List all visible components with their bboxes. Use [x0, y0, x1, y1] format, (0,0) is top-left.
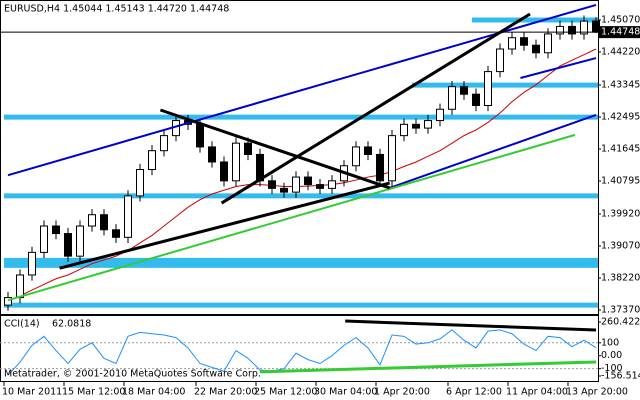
candle-body [532, 44, 540, 54]
indicator-trendline [259, 360, 597, 374]
x-tick-label: 13 Apr 20:00 [566, 387, 628, 398]
x-tick-label: 22 Mar 20:00 [194, 387, 257, 398]
x-tick-label: 11 Apr 04:00 [506, 387, 568, 398]
candle-body [352, 146, 360, 167]
last-price-box [599, 26, 640, 39]
candle-body [304, 176, 312, 186]
candle-body [124, 195, 132, 238]
candle-body [544, 33, 552, 54]
candle-body [436, 108, 444, 122]
candle-body [220, 161, 228, 182]
trendline [220, 12, 531, 205]
candle-body [16, 274, 24, 299]
y-tick-label: 1.44220 [601, 47, 640, 58]
candle-body [28, 251, 36, 276]
trendline [59, 181, 390, 270]
candle-body [280, 187, 288, 193]
last-price-label: 1.44748 [601, 27, 640, 38]
candle-body [268, 180, 276, 189]
x-tick-label: 25 Mar 12:00 [254, 387, 317, 398]
indicator-trendline [345, 319, 597, 332]
candle-body [496, 48, 504, 73]
candle-body [460, 86, 468, 95]
candle-body [448, 86, 456, 110]
candle-body [556, 25, 564, 35]
y-tick-label: 260.4226 [601, 317, 640, 328]
x-tick-label: 18 Mar 04:00 [122, 387, 185, 398]
main-panel [0, 0, 599, 315]
candle-body [328, 180, 336, 189]
y-tick-label: 1.39070 [601, 240, 640, 251]
x-tick-label: 1 Apr 20:00 [374, 387, 430, 398]
x-tick-label: 30 Mar 04:00 [314, 387, 377, 398]
candle-body [376, 153, 384, 182]
candle-body [52, 225, 60, 235]
candle-body [88, 214, 96, 227]
indicator-name: CCI(14) [4, 319, 40, 330]
copyright: Metatrader, © 2001-2010 MetaQuotes Softw… [4, 369, 261, 380]
candle-body [64, 233, 72, 257]
y-tick-label: 1.38220 [601, 272, 640, 283]
candle-body [232, 142, 240, 182]
indicator-value: 62.0818 [52, 319, 91, 330]
candle-body [148, 150, 156, 171]
candle-body [580, 20, 588, 35]
candle-body [520, 37, 528, 46]
y-tick-label: 100 [601, 337, 619, 348]
candle-body [208, 146, 216, 163]
candle-body [412, 123, 420, 129]
candle-body [76, 225, 84, 257]
candle-body [196, 123, 204, 148]
indicator-line [7, 329, 597, 376]
candle-body [160, 135, 168, 152]
candle-body [100, 214, 108, 231]
trendline [7, 133, 576, 302]
candle-body [4, 297, 12, 306]
y-tick-label: 1.43345 [601, 79, 640, 90]
trendline [159, 108, 391, 190]
x-tick-label: 6 Apr 12:00 [446, 387, 502, 398]
y-tick-label: 1.40795 [601, 176, 640, 187]
x-tick-label: 15 Mar 12:00 [62, 387, 125, 398]
candle-body [136, 169, 144, 197]
candle-body [292, 176, 300, 193]
y-tick-label: 1.42495 [601, 111, 640, 122]
candle-body [484, 71, 492, 106]
candle-body [388, 135, 396, 182]
trendline [520, 57, 597, 79]
candle-body [592, 20, 600, 33]
candle-body [40, 225, 48, 253]
y-tick-label: 0.00 [601, 350, 622, 361]
candle-body [364, 146, 372, 155]
candle-body [316, 184, 324, 189]
moving-average [7, 48, 597, 302]
chart-title: EURUSD,H4 1.45044 1.45143 1.44720 1.4474… [4, 4, 229, 15]
indicator-panel [0, 315, 599, 382]
candle-body [244, 142, 252, 155]
trendline [389, 113, 597, 189]
y-tick-label: -100 [601, 363, 623, 374]
y-tick-label: -156.514 [601, 370, 640, 381]
candle-body [424, 120, 432, 129]
candle-body [400, 123, 408, 137]
y-tick-label: 1.39920 [601, 208, 640, 219]
candle-body [508, 37, 516, 50]
y-tick-label: 1.41645 [601, 143, 640, 154]
candle-body [568, 25, 576, 35]
candle-body [112, 229, 120, 238]
x-tick-label: 10 Mar 2011 [2, 387, 62, 398]
candle-body [472, 93, 480, 106]
y-tick-label: 1.37370 [601, 305, 640, 316]
y-tick-label: 1.45070 [601, 14, 640, 25]
